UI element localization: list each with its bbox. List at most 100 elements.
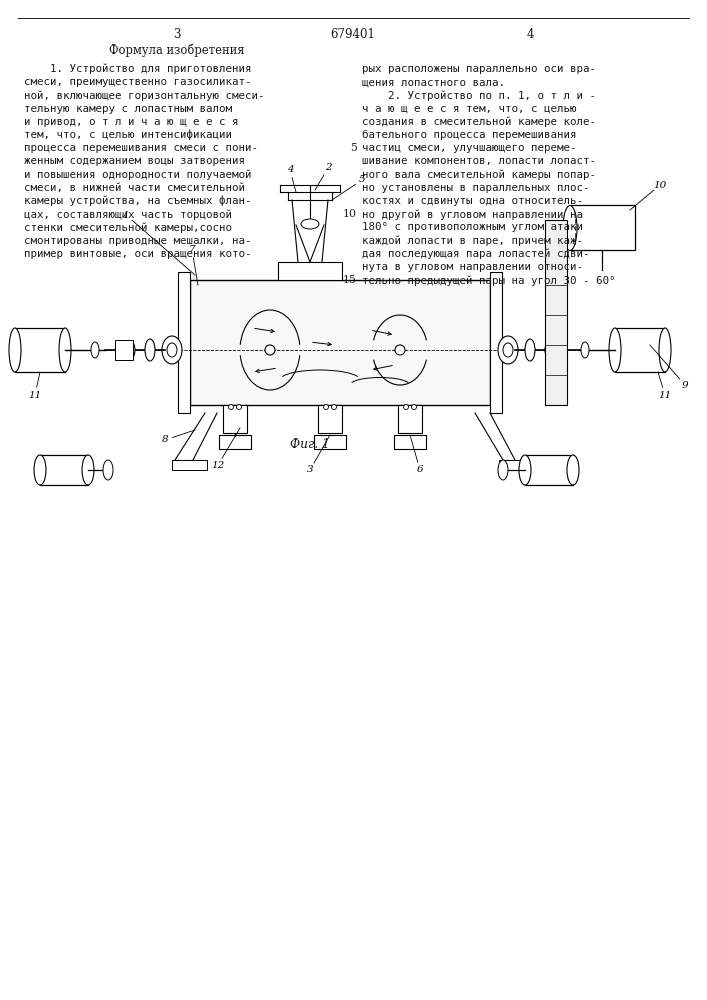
Ellipse shape	[162, 336, 182, 364]
Bar	[545, 220, 567, 405]
Bar	[394, 435, 426, 449]
Ellipse shape	[167, 343, 177, 357]
Ellipse shape	[228, 404, 233, 410]
Text: и повышения однородности получаемой: и повышения однородности получаемой	[24, 170, 252, 180]
Text: камеры устройства, на съемных флан-: камеры устройства, на съемных флан-	[24, 196, 252, 207]
Ellipse shape	[525, 339, 535, 361]
Text: бательного процесса перемешивания: бательного процесса перемешивания	[362, 130, 576, 140]
Text: но другой в угловом направлении на: но другой в угловом направлении на	[362, 209, 583, 220]
Text: стенки смесительной камеры,сосно: стенки смесительной камеры,сосно	[24, 222, 232, 233]
Text: 10: 10	[653, 180, 667, 190]
Bar	[15, 328, 65, 372]
Text: щения лопастного вала.: щения лопастного вала.	[362, 77, 505, 87]
Text: но установлены в параллельных плос-: но установлены в параллельных плос-	[362, 183, 590, 193]
Text: создания в смесительной камере коле-: создания в смесительной камере коле-	[362, 117, 596, 127]
Text: 1: 1	[123, 211, 129, 220]
Ellipse shape	[563, 206, 577, 250]
Text: и привод, о т л и ч а ю щ е е с я: и привод, о т л и ч а ю щ е е с я	[24, 117, 238, 127]
Text: частиц смеси, улучшающего переме-: частиц смеси, улучшающего переме-	[362, 143, 576, 153]
Text: ной, включающее горизонтальную смеси-: ной, включающее горизонтальную смеси-	[24, 90, 264, 101]
Bar	[499, 460, 534, 470]
Text: 12: 12	[211, 460, 225, 470]
Text: ного вала смесительной камеры попар-: ного вала смесительной камеры попар-	[362, 170, 596, 180]
Ellipse shape	[34, 455, 46, 485]
Text: костях и сдвинуты одна относитель-: костях и сдвинуты одна относитель-	[362, 196, 583, 206]
Ellipse shape	[125, 341, 135, 359]
Bar	[223, 405, 247, 433]
Text: рых расположены параллельно оси вра-: рых расположены параллельно оси вра-	[362, 64, 596, 74]
Ellipse shape	[567, 455, 579, 485]
Text: дая последующая пара лопастей сдви-: дая последующая пара лопастей сдви-	[362, 249, 590, 259]
Ellipse shape	[545, 341, 555, 359]
Text: 679401: 679401	[331, 28, 375, 41]
Text: 10: 10	[343, 209, 357, 219]
Text: нута в угловом направлении относи-: нута в угловом направлении относи-	[362, 262, 583, 272]
Text: Фиг. 1: Фиг. 1	[290, 438, 330, 452]
Ellipse shape	[498, 336, 518, 364]
Text: каждой лопасти в паре, причем каж-: каждой лопасти в паре, причем каж-	[362, 236, 583, 246]
Ellipse shape	[404, 404, 409, 410]
Bar	[314, 435, 346, 449]
Text: цах, составляющих часть торцовой: цах, составляющих часть торцовой	[24, 209, 232, 220]
Text: смонтированы приводные мешалки, на-: смонтированы приводные мешалки, на-	[24, 236, 252, 246]
Text: 2. Устройство по п. 1, о т л и -: 2. Устройство по п. 1, о т л и -	[362, 90, 596, 101]
Ellipse shape	[498, 460, 508, 480]
Bar	[490, 272, 502, 413]
Text: 2: 2	[325, 163, 332, 172]
Text: женным содержанием воцы затворения: женным содержанием воцы затворения	[24, 156, 245, 166]
Ellipse shape	[91, 342, 99, 358]
Bar	[525, 455, 573, 485]
Ellipse shape	[59, 328, 71, 372]
Text: ч а ю щ е е с я тем, что, с целью: ч а ю щ е е с я тем, что, с целью	[362, 104, 576, 114]
Text: 6: 6	[416, 466, 423, 475]
Text: 3: 3	[307, 466, 313, 475]
Ellipse shape	[411, 404, 416, 410]
Bar	[570, 205, 635, 250]
Text: тельную камеру с лопастным валом: тельную камеру с лопастным валом	[24, 104, 232, 114]
Text: процесса перемешивания смеси с пони-: процесса перемешивания смеси с пони-	[24, 143, 258, 153]
Text: 1. Устройство для приготовления: 1. Устройство для приготовления	[24, 64, 252, 75]
Ellipse shape	[237, 404, 242, 410]
Text: 7: 7	[189, 245, 195, 254]
Ellipse shape	[103, 460, 113, 480]
Text: 9: 9	[682, 380, 689, 389]
Bar	[40, 455, 88, 485]
Text: 4: 4	[526, 28, 534, 41]
Text: 5: 5	[358, 176, 366, 184]
Ellipse shape	[609, 328, 621, 372]
Text: 180° с противоположным углом атаки: 180° с противоположным углом атаки	[362, 222, 583, 232]
Bar	[190, 280, 490, 405]
Ellipse shape	[503, 343, 513, 357]
Ellipse shape	[265, 345, 275, 355]
Text: 3: 3	[173, 28, 181, 41]
Bar	[318, 405, 342, 433]
Bar	[178, 272, 190, 413]
Text: 11: 11	[658, 390, 672, 399]
Bar	[278, 262, 342, 280]
Ellipse shape	[301, 219, 319, 229]
Bar	[219, 435, 251, 449]
Ellipse shape	[145, 339, 155, 361]
Ellipse shape	[82, 455, 94, 485]
Ellipse shape	[332, 404, 337, 410]
Bar	[172, 460, 207, 470]
Ellipse shape	[395, 345, 405, 355]
Bar	[615, 328, 665, 372]
Bar	[115, 340, 133, 360]
Text: тем, что, с целью интенсификации: тем, что, с целью интенсификации	[24, 130, 232, 140]
Text: Формула изобретения: Формула изобретения	[110, 43, 245, 57]
Text: пример винтовые, оси вращения кото-: пример винтовые, оси вращения кото-	[24, 249, 252, 259]
Text: шивание компонентов, лопасти лопаст-: шивание компонентов, лопасти лопаст-	[362, 156, 596, 166]
Text: смеси, преимущественно газосиликат-: смеси, преимущественно газосиликат-	[24, 77, 252, 87]
Text: 11: 11	[28, 390, 42, 399]
Ellipse shape	[659, 328, 671, 372]
Ellipse shape	[324, 404, 329, 410]
Text: тельно предыдущей пары на угол 30 - 60°: тельно предыдущей пары на угол 30 - 60°	[362, 275, 616, 286]
Text: 5: 5	[350, 143, 357, 153]
Text: 4: 4	[286, 165, 293, 174]
Ellipse shape	[581, 342, 589, 358]
Text: 8: 8	[162, 436, 168, 444]
Ellipse shape	[9, 328, 21, 372]
Ellipse shape	[519, 455, 531, 485]
Text: 15: 15	[343, 275, 357, 285]
